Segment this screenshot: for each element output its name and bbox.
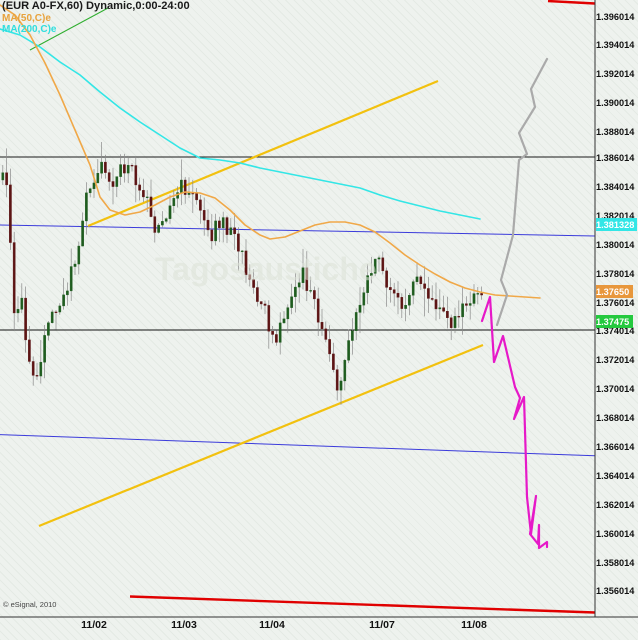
svg-text:© eSignal, 2010: © eSignal, 2010 <box>3 600 56 609</box>
svg-text:1.37650: 1.37650 <box>596 287 629 297</box>
svg-text:1.380014: 1.380014 <box>596 240 635 250</box>
svg-text:1.390014: 1.390014 <box>596 98 635 108</box>
svg-text:1.362014: 1.362014 <box>596 500 635 510</box>
svg-text:1.396014: 1.396014 <box>596 12 635 22</box>
svg-text:(EUR A0-FX,60) Dynamic,0:00-24: (EUR A0-FX,60) Dynamic,0:00-24:00 <box>2 0 190 12</box>
svg-text:1.372014: 1.372014 <box>596 355 635 365</box>
svg-text:1.388014: 1.388014 <box>596 127 635 137</box>
svg-text:11/07: 11/07 <box>369 619 395 631</box>
svg-text:1.370014: 1.370014 <box>596 384 635 394</box>
svg-text:1.376014: 1.376014 <box>596 298 635 308</box>
svg-text:1.392014: 1.392014 <box>596 69 635 79</box>
svg-text:11/04: 11/04 <box>259 619 285 631</box>
svg-text:1.368014: 1.368014 <box>596 413 635 423</box>
svg-text:1.358014: 1.358014 <box>596 558 635 568</box>
svg-text:1.37475: 1.37475 <box>596 317 629 327</box>
svg-text:MA(50,C)e: MA(50,C)e <box>2 13 51 24</box>
svg-text:1.356014: 1.356014 <box>596 586 635 596</box>
svg-text:1.394014: 1.394014 <box>596 40 635 50</box>
svg-text:1.360014: 1.360014 <box>596 529 635 539</box>
svg-text:11/03: 11/03 <box>171 619 197 631</box>
svg-text:11/02: 11/02 <box>81 619 107 631</box>
svg-text:1.381328: 1.381328 <box>596 220 634 230</box>
svg-text:1.386014: 1.386014 <box>596 153 635 163</box>
svg-text:1.378014: 1.378014 <box>596 269 635 279</box>
svg-text:1.364014: 1.364014 <box>596 471 635 481</box>
svg-text:1.366014: 1.366014 <box>596 442 635 452</box>
svg-text:11/08: 11/08 <box>461 619 487 631</box>
svg-text:1.384014: 1.384014 <box>596 182 635 192</box>
svg-text:MA(200,C)e: MA(200,C)e <box>2 24 57 35</box>
svg-text:Tagosaustiche: Tagosaustiche <box>155 251 377 287</box>
